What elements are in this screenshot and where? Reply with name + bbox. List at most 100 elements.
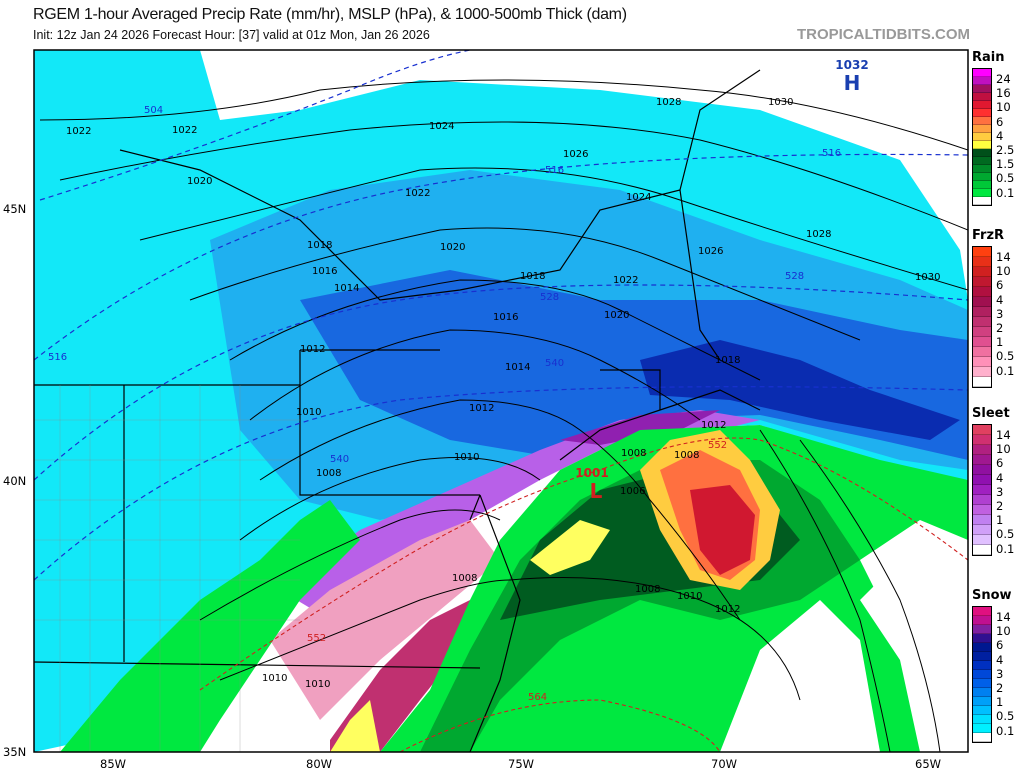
snow-heavy-area <box>640 340 960 440</box>
legend-swatch <box>973 495 991 505</box>
legend-label: 10 <box>996 264 1011 279</box>
isobar-label: 1026 <box>563 149 588 160</box>
legend-label: 4 <box>996 652 1004 667</box>
isobar-label: 1030 <box>768 97 793 108</box>
legend-swatch <box>973 634 991 643</box>
lat-label: 35N <box>3 745 27 759</box>
lon-label: 65W <box>915 757 942 771</box>
isobar-label: 1028 <box>806 229 831 240</box>
legend-swatch <box>973 455 991 465</box>
legend-swatch <box>973 515 991 525</box>
legend-swatch <box>973 287 991 297</box>
legend-label: 10 <box>996 100 1011 115</box>
isobar-label: 1016 <box>312 266 337 277</box>
warm-thickness-lines <box>199 437 968 752</box>
legend-label: 0.5 <box>996 709 1015 724</box>
legend-swatch <box>973 327 991 337</box>
legend-swatch <box>973 661 991 670</box>
isobar-label: 1010 <box>677 591 702 602</box>
low-pressure-symbol: L <box>590 479 603 503</box>
legend-swatch <box>973 109 991 117</box>
legend-label: 0.5 <box>996 349 1015 364</box>
legend-swatch <box>973 267 991 277</box>
legend-label: 4 <box>996 292 1004 307</box>
isobar-label: 1012 <box>300 344 325 355</box>
legend-labels: 14 10 6 4 3 2 1 0.5 0.1 <box>996 428 1014 556</box>
isobar-label: 1018 <box>520 271 545 282</box>
isobar-label: 1022 <box>613 275 638 286</box>
legend-swatch <box>973 652 991 661</box>
legend-label: 0.5 <box>996 527 1015 542</box>
map-subtitle: Init: 12z Jan 24 2026 Forecast Hour: [37… <box>33 28 430 42</box>
county-borders <box>34 385 300 752</box>
thickness-label: 504 <box>144 105 163 116</box>
legend-swatch <box>973 93 991 101</box>
legend-swatch <box>973 157 991 165</box>
legend-swatch <box>973 101 991 109</box>
legend-label: 4 <box>996 128 1004 143</box>
legend-labels: 14 10 6 4 3 2 1 0.5 0.1 <box>996 250 1014 378</box>
legend-label: 14 <box>996 610 1011 624</box>
isobar-label: 1020 <box>604 310 629 321</box>
high-pressure-center: 1032 H <box>835 58 868 95</box>
isobar-label: 1008 <box>316 468 341 479</box>
legend-swatch <box>973 337 991 347</box>
legend-label: 3 <box>996 306 1004 321</box>
legend-label: 10 <box>996 624 1011 639</box>
legend-label: 1 <box>996 335 1004 350</box>
legend-label: 14 <box>996 250 1011 264</box>
isobar-label: 1028 <box>656 97 681 108</box>
legend-swatch <box>973 297 991 307</box>
legend-swatch <box>973 377 991 387</box>
isobar-label: 1010 <box>296 407 321 418</box>
isobar-label: 1020 <box>187 176 212 187</box>
legend-label: 6 <box>996 278 1004 293</box>
legend-label: 6 <box>996 114 1004 129</box>
legend-swatch <box>973 247 991 257</box>
legend-swatch <box>973 173 991 181</box>
isobar-label: 1024 <box>429 121 454 132</box>
legend-labels: 24 16 10 6 4 2.5 1.5 0.5 0.1 <box>996 72 1014 200</box>
legend-label: 2 <box>996 321 1004 336</box>
thickness-label: 564 <box>528 692 547 703</box>
warm-thickness-label-group: 552 552 564 <box>307 440 727 703</box>
legend-swatch <box>973 77 991 85</box>
isobar-label: 1022 <box>66 126 91 137</box>
thickness-lines <box>34 50 968 581</box>
isobar-label: 1006 <box>620 486 645 497</box>
legend-swatch <box>973 475 991 485</box>
legend-label: 24 <box>996 72 1011 86</box>
legend-label: 3 <box>996 484 1004 499</box>
legend-swatch <box>973 435 991 445</box>
legend-swatch <box>973 607 991 616</box>
legend-label: 10 <box>996 442 1011 457</box>
lon-label: 80W <box>306 757 333 771</box>
legend-swatch <box>973 545 991 555</box>
legend-rain: Rain 24 16 10 6 4 2.5 1.5 0.5 0.1 <box>972 50 1024 206</box>
isobar-label: 1008 <box>674 450 699 461</box>
legend-colorbar <box>972 606 992 743</box>
legend-swatch <box>973 465 991 475</box>
legend-label: 1.5 <box>996 157 1015 172</box>
legend-label: 1 <box>996 513 1004 528</box>
thickness-label: 516 <box>545 165 564 176</box>
thickness-label: 540 <box>330 454 349 465</box>
legend-colorbar <box>972 246 992 388</box>
legend-swatch <box>973 525 991 535</box>
legend-snow: Snow 14 10 6 4 3 2 1 0.5 0.1 <box>972 588 1024 743</box>
legend-swatch <box>973 69 991 77</box>
legend-swatch <box>973 357 991 367</box>
lon-label: 85W <box>100 757 127 771</box>
thickness-label: 516 <box>48 352 67 363</box>
isobar-label: 1026 <box>698 246 723 257</box>
legend-swatch <box>973 257 991 267</box>
legend-swatch <box>973 133 991 141</box>
legend-label: 14 <box>996 428 1011 442</box>
legend-title: Snow <box>972 588 1012 603</box>
isobar-label: 1010 <box>262 673 287 684</box>
legend-swatch <box>973 535 991 545</box>
legend-swatch <box>973 347 991 357</box>
legend-swatch <box>973 625 991 634</box>
legend-swatch <box>973 679 991 688</box>
